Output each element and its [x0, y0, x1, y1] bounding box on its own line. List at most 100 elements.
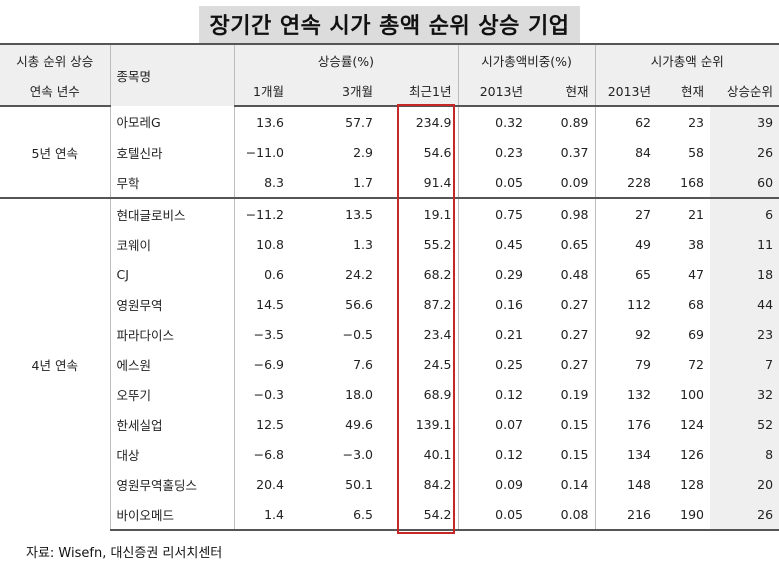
- stock-name: 호텔신라: [110, 137, 235, 167]
- rank-2013: 134: [627, 446, 652, 462]
- stock-name: 코웨이: [110, 229, 235, 259]
- return-1m: 12.5: [256, 416, 284, 432]
- weight-2013: 0.05: [495, 174, 523, 190]
- rank-2013: 79: [635, 356, 652, 372]
- return-1y: 54.2: [379, 499, 459, 531]
- rank-now: 38: [688, 236, 705, 252]
- table-row: 오뚜기 −0.3 18.0 68.9 0.12 0.19 132 100 32: [0, 379, 779, 409]
- table-row: 영원무역홀딩스 20.4 50.1 84.2 0.09 0.14 148 128…: [0, 469, 779, 499]
- table-row: 4년 연속 현대글로비스 −11.2 13.5 19.1 0.75 0.98 2…: [0, 197, 779, 530]
- stock-name: 한세실업: [110, 409, 235, 439]
- rank-up: 32: [710, 379, 779, 409]
- stock-name: CJ: [110, 259, 235, 289]
- weight-now: 0.19: [529, 379, 596, 409]
- weight-2013: 0.32: [495, 114, 523, 130]
- table-row: 코웨이 10.8 1.3 55.2 0.45 0.65 49 38 11: [0, 229, 779, 259]
- table-row: 영원무역 14.5 56.6 87.2 0.16 0.27 112 68 44: [0, 289, 779, 319]
- return-1y: 84.2: [379, 469, 459, 499]
- table-row: 호텔신라 −11.0 2.9 54.6 0.23 0.37 84 58 26: [0, 137, 779, 167]
- rank-2013: 92: [635, 326, 652, 342]
- weight-now: 0.27: [529, 349, 596, 379]
- return-1y: 139.1: [379, 409, 459, 439]
- return-1m: 1.4: [234, 499, 290, 531]
- return-1y: 24.5: [379, 349, 459, 379]
- header-return-1y: 최근1년: [379, 75, 459, 107]
- rank-up: 23: [710, 319, 779, 349]
- source-note: 자료: Wisefn, 대신증권 리서치센터: [26, 546, 223, 561]
- rank-2013: 65: [635, 266, 652, 282]
- rank-2013: 132: [627, 386, 652, 402]
- return-3m: 18.0: [345, 386, 373, 402]
- stock-name: 아모레G: [110, 106, 235, 137]
- stock-name: 대상: [110, 439, 235, 469]
- return-1m: −3.5: [253, 326, 284, 342]
- header-return-group: 상승률(%): [234, 43, 459, 75]
- return-3m: 2.9: [353, 144, 373, 160]
- rank-now: 69: [688, 326, 705, 342]
- return-3m: 7.6: [353, 356, 373, 372]
- return-3m: 49.6: [345, 416, 373, 432]
- return-1y: 68.9: [379, 379, 459, 409]
- weight-now: 0.48: [529, 259, 596, 289]
- rank-up: 26: [710, 499, 779, 531]
- return-3m: −3.0: [342, 446, 373, 462]
- table-row: 파라다이스 −3.5 −0.5 23.4 0.21 0.27 92 69 23: [0, 319, 779, 349]
- header-streak-top: 시총 순위 상승: [0, 43, 111, 75]
- return-1y: 40.1: [379, 439, 459, 469]
- header-return-3m: 3개월: [290, 75, 379, 107]
- table-row: 대상 −6.8 −3.0 40.1 0.12 0.15 134 126 8: [0, 439, 779, 469]
- header-weight-2013: 2013년: [458, 75, 529, 107]
- table-row: CJ 0.6 24.2 68.2 0.29 0.48 65 47 18: [0, 259, 779, 289]
- return-1m: −6.9: [253, 356, 284, 372]
- weight-2013: 0.07: [495, 416, 523, 432]
- header-rank-group: 시가총액 순위: [595, 43, 779, 75]
- weight-now: 0.15: [529, 439, 596, 469]
- rank-up: 52: [710, 409, 779, 439]
- return-1y: 19.1: [379, 197, 459, 229]
- header-streak-bottom: 연속 년수: [0, 75, 111, 107]
- return-3m: −0.5: [342, 326, 373, 342]
- return-3m: 50.1: [345, 476, 373, 492]
- stock-name: 에스원: [110, 349, 235, 379]
- table-body: 5년 연속 아모레G 13.6 57.7 234.9 0.32 0.89 62 …: [0, 106, 779, 531]
- rank-up: 8: [710, 439, 779, 469]
- rank-2013: 176: [627, 416, 652, 432]
- return-3m: 56.6: [345, 296, 373, 312]
- return-3m: 24.2: [345, 266, 373, 282]
- weight-2013: 0.23: [495, 144, 523, 160]
- weight-2013: 0.16: [495, 296, 523, 312]
- weight-2013: 0.21: [495, 326, 523, 342]
- stock-name: 파라다이스: [110, 319, 235, 349]
- weight-2013: 0.05: [458, 499, 529, 531]
- weight-2013: 0.25: [495, 356, 523, 372]
- stock-name: 무학: [110, 167, 235, 198]
- weight-now: 0.08: [529, 499, 596, 531]
- return-1m: 10.8: [256, 236, 284, 252]
- rank-now: 23: [688, 114, 705, 130]
- return-3m: 6.5: [290, 499, 379, 531]
- table-header: 시총 순위 상승 종목명 상승률(%) 시가총액비중(%) 시가총액 순위 연속…: [0, 43, 779, 107]
- title-wrapper: 장기간 연속 시가 총액 순위 상승 기업: [0, 6, 779, 44]
- rank-up: 60: [710, 167, 779, 198]
- weight-now: 0.37: [529, 137, 596, 167]
- return-1y: 54.6: [379, 137, 459, 167]
- return-1m: 20.4: [256, 476, 284, 492]
- header-rank-up: 상승순위: [710, 75, 779, 107]
- return-1m: −11.2: [234, 197, 290, 229]
- weight-now: 0.09: [529, 167, 596, 198]
- stock-name: 영원무역홀딩스: [110, 469, 235, 499]
- return-1m: −0.3: [253, 386, 284, 402]
- header-rank-2013: 2013년: [595, 75, 658, 107]
- return-1y: 91.4: [379, 167, 459, 198]
- rank-2013: 148: [627, 476, 652, 492]
- weight-now: 0.15: [529, 409, 596, 439]
- weight-now: 0.65: [529, 229, 596, 259]
- return-1y: 87.2: [379, 289, 459, 319]
- return-1y: 234.9: [379, 106, 459, 137]
- rank-now: 58: [688, 144, 705, 160]
- weight-2013: 0.09: [495, 476, 523, 492]
- header-weight-now: 현재: [529, 75, 596, 107]
- table-row: 한세실업 12.5 49.6 139.1 0.07 0.15 176 124 5…: [0, 409, 779, 439]
- group-label: 4년 연속: [0, 197, 111, 530]
- header-name: 종목명: [110, 43, 235, 106]
